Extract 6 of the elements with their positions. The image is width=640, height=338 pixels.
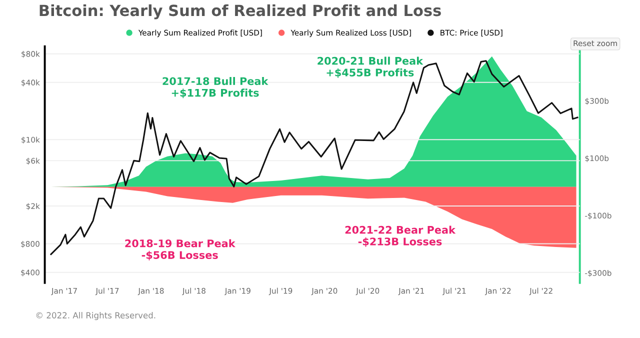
chart-title: Bitcoin: Yearly Sum of Realized Profit and Loss (40, 4, 441, 20)
annotation: 2018-19 Bear Peak -$56B Losses (125, 239, 236, 260)
annotation: 2017-18 Bull Peak +$117B Profits (162, 77, 268, 98)
annotation: 2020-21 Bull Peak +$455B Profits (318, 56, 424, 78)
annotation: 2021-22 Bear Peak -$213B Losses (345, 226, 456, 247)
text: © 2022. All Rights Reserved. (36, 312, 156, 320)
